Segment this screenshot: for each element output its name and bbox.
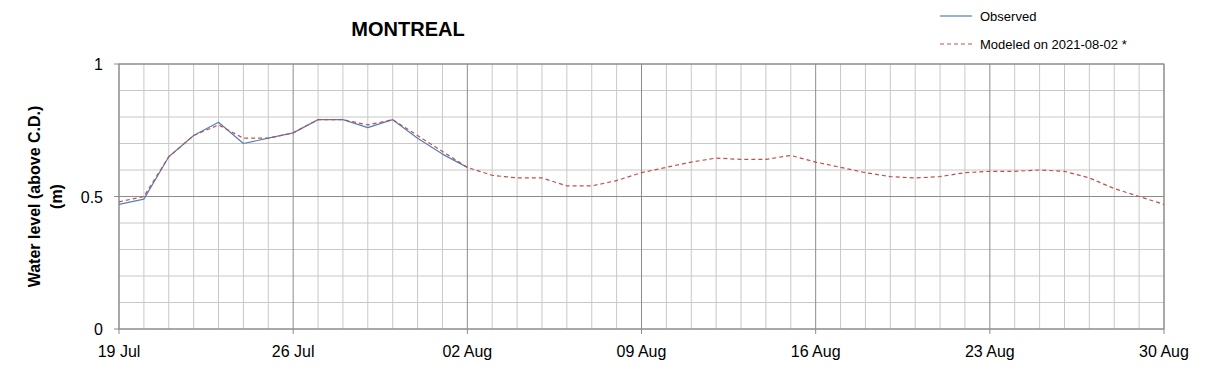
x-tick [641, 329, 642, 334]
x-tick-label: 23 Aug [965, 343, 1015, 360]
y-tick-label: 0 [94, 321, 103, 338]
legend: Observed Modeled on 2021-08-02 * [940, 9, 1127, 52]
series-line [119, 120, 1164, 205]
x-tick [467, 329, 468, 334]
y-tick [114, 329, 119, 330]
legend-swatch [940, 15, 972, 16]
x-tick-label: 02 Aug [442, 343, 492, 360]
y-tick [114, 64, 119, 65]
lines [119, 120, 1164, 205]
y-tick-label: 1 [94, 56, 103, 73]
chart: 19 Jul 26 Jul 02 Aug 09 Aug 16 Aug 23 Aug 30 A… [0, 0, 1209, 378]
title: MONTREAL [351, 18, 464, 40]
x-tick [119, 329, 120, 334]
y-tick-label: 0.5 [81, 189, 103, 206]
x-tick-label: 30 Aug [1139, 343, 1189, 360]
y-label-line: Water level (above C.D.) [26, 106, 43, 288]
x-tick-label: 09 Aug [617, 343, 667, 360]
y-label-line: (m) [48, 184, 65, 209]
x-tick-label: 26 Jul [272, 343, 315, 360]
legend-label: Observed [980, 9, 1036, 24]
x-tick [815, 329, 816, 334]
x-tick [989, 329, 990, 334]
grid [119, 64, 1164, 329]
grid-line [119, 196, 1164, 197]
x-tick [1164, 329, 1165, 334]
legend-swatch [940, 43, 972, 44]
plot-frame [119, 64, 1164, 329]
x-tick-label: 16 Aug [791, 343, 841, 360]
y-axis-label: Water level (above C.D.) (m) [26, 106, 65, 288]
x-tick [293, 329, 294, 334]
y-tick [114, 196, 119, 197]
ticks: 19 Jul 26 Jul 02 Aug 09 Aug 16 Aug 23 Aug 30 A… [81, 56, 1189, 360]
x-tick-label: 19 Jul [98, 343, 141, 360]
legend-label: Modeled on 2021-08-02 * [980, 37, 1127, 52]
